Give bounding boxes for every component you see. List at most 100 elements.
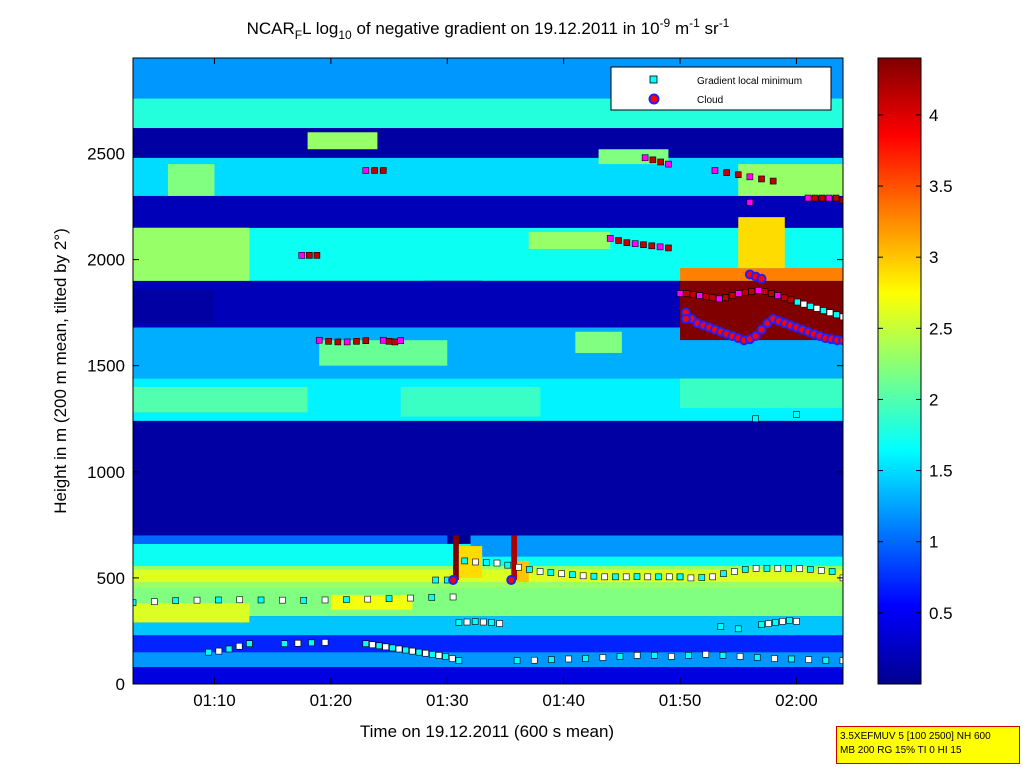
gradient-minimum-point xyxy=(735,290,743,297)
plot-frame xyxy=(132,57,844,685)
gradient-minimum-point xyxy=(334,338,342,346)
gradient-minimum-point xyxy=(325,337,332,345)
y-tick-label: 2500 xyxy=(87,144,125,163)
gradient-minimum-point xyxy=(428,650,436,658)
heatmap-cloud-cell xyxy=(680,340,843,353)
colorbar-tick-label: 3.5 xyxy=(929,177,953,196)
heatmap-patch xyxy=(528,232,611,249)
cloud-point xyxy=(506,575,517,586)
gradient-minimum-point xyxy=(448,655,456,662)
cloud-point xyxy=(756,273,767,284)
gradient-minimum-point xyxy=(343,338,351,346)
gradient-minimum-point xyxy=(820,307,827,314)
settings-line-2: MB 200 RG 15% TI 0 HI 15 xyxy=(840,745,962,756)
x-tick-label: 01:50 xyxy=(659,691,702,710)
gradient-minimum-point xyxy=(215,596,222,604)
gradient-minimum-point xyxy=(235,642,243,650)
heatmap-band xyxy=(133,420,843,536)
gradient-minimum-point xyxy=(839,313,843,321)
cloud-markers xyxy=(448,269,843,586)
legend: Gradient local minimum Cloud xyxy=(610,66,832,111)
gradient-minimum-point xyxy=(343,596,350,603)
x-axis-label: Time on 19.12.2011 (600 s mean) xyxy=(360,722,614,741)
gradient-minimum-point xyxy=(151,598,158,605)
gradient-minimum-point xyxy=(826,309,834,316)
colorbar-tick-label: 3 xyxy=(929,248,938,267)
gradient-minimum-point xyxy=(615,237,622,244)
heatmap xyxy=(133,58,843,684)
gradient-minimum-point xyxy=(711,167,719,174)
x-axis-ticks: 01:10 01:20 01:30 01:40 01:50 02:00 xyxy=(193,58,818,710)
gradient-minimum-point xyxy=(788,655,795,663)
gradient-minimum-point xyxy=(657,158,664,166)
gradient-minimum-point xyxy=(722,294,729,302)
gradient-minimum-point xyxy=(753,654,761,661)
gradient-minimum-point xyxy=(395,645,403,653)
gradient-minimum-point xyxy=(389,644,396,652)
legend-gradient-minimum-label: Gradient local minimum xyxy=(697,76,802,87)
gradient-minimum-point xyxy=(709,294,716,302)
gradient-minimum-point xyxy=(308,639,315,647)
gradient-minimum-point xyxy=(813,305,821,312)
gradient-minimum-point xyxy=(631,240,639,247)
heatmap-patch xyxy=(133,603,250,623)
gradient-minimum-point xyxy=(402,646,409,654)
gradient-minimum-point xyxy=(548,656,555,663)
gradient-minimum-point xyxy=(225,645,233,653)
gradient-minimum-point xyxy=(676,290,684,297)
heatmap-band xyxy=(133,128,843,158)
gradient-minimum-point xyxy=(800,300,808,308)
gradient-minimum-point xyxy=(768,290,775,297)
gradient-minimum-point xyxy=(817,567,825,574)
heatmap-band xyxy=(133,195,843,228)
gradient-minimum-point xyxy=(683,290,690,297)
gradient-minimum-point xyxy=(734,171,742,179)
colorbar: 0.5 1 1.5 2 2.5 3 3.5 4 xyxy=(877,57,953,685)
gradient-minimum-point xyxy=(665,160,672,168)
gradient-minimum-point xyxy=(515,563,522,571)
gradient-minimum-point xyxy=(313,252,321,259)
gradient-minimum-point xyxy=(300,597,308,604)
gradient-minimum-point xyxy=(676,573,684,581)
gradient-minimum-point xyxy=(623,239,631,246)
gradient-minimum-point xyxy=(774,565,782,572)
gradient-minimum-point xyxy=(471,618,479,625)
gradient-minimum-point xyxy=(215,647,223,655)
gradient-minimum-point xyxy=(771,655,778,662)
gradient-minimum-point xyxy=(385,337,393,345)
gradient-minimum-point xyxy=(807,566,814,573)
gradient-minimum-point xyxy=(371,167,378,174)
gradient-minimum-point xyxy=(488,619,495,626)
gradient-minimum-point xyxy=(422,649,429,657)
heatmap-cloud-cell xyxy=(453,535,459,581)
heatmap-band xyxy=(133,667,843,684)
gradient-minimum-point xyxy=(793,411,800,418)
gradient-minimum-point xyxy=(719,652,727,659)
gradient-minimum-point xyxy=(606,235,614,242)
gradient-minimum-point xyxy=(774,292,782,299)
gradient-minimum-point xyxy=(599,654,607,661)
gradient-minimum-point xyxy=(811,194,819,202)
gradient-minimum-point xyxy=(758,175,765,183)
gradient-minimum-point xyxy=(746,198,754,206)
gradient-minimum-point xyxy=(472,558,479,566)
gradient-minimum-point xyxy=(616,653,624,660)
gradient-minimum-point xyxy=(601,573,608,581)
gradient-minimum-point xyxy=(685,652,692,659)
gradient-minimum-point xyxy=(734,625,742,633)
x-tick-label: 02:00 xyxy=(775,691,818,710)
colorbar-tick-label: 2 xyxy=(929,390,938,409)
gradient-minimum-point xyxy=(193,596,201,604)
gradient-minimum-point xyxy=(728,292,736,299)
gradient-minimum-point xyxy=(482,559,490,566)
gradient-minimum-point xyxy=(709,573,716,581)
gradient-minimum-point xyxy=(648,242,656,250)
gradient-minimum-point xyxy=(633,573,641,580)
colorbar-tick-label: 4 xyxy=(929,106,938,125)
gradient-minimum-point xyxy=(565,655,572,663)
cloud-point xyxy=(756,324,767,335)
heatmap-patch xyxy=(133,227,250,281)
gradient-minimum-point xyxy=(382,643,390,651)
gradient-minimum-point xyxy=(379,336,387,344)
